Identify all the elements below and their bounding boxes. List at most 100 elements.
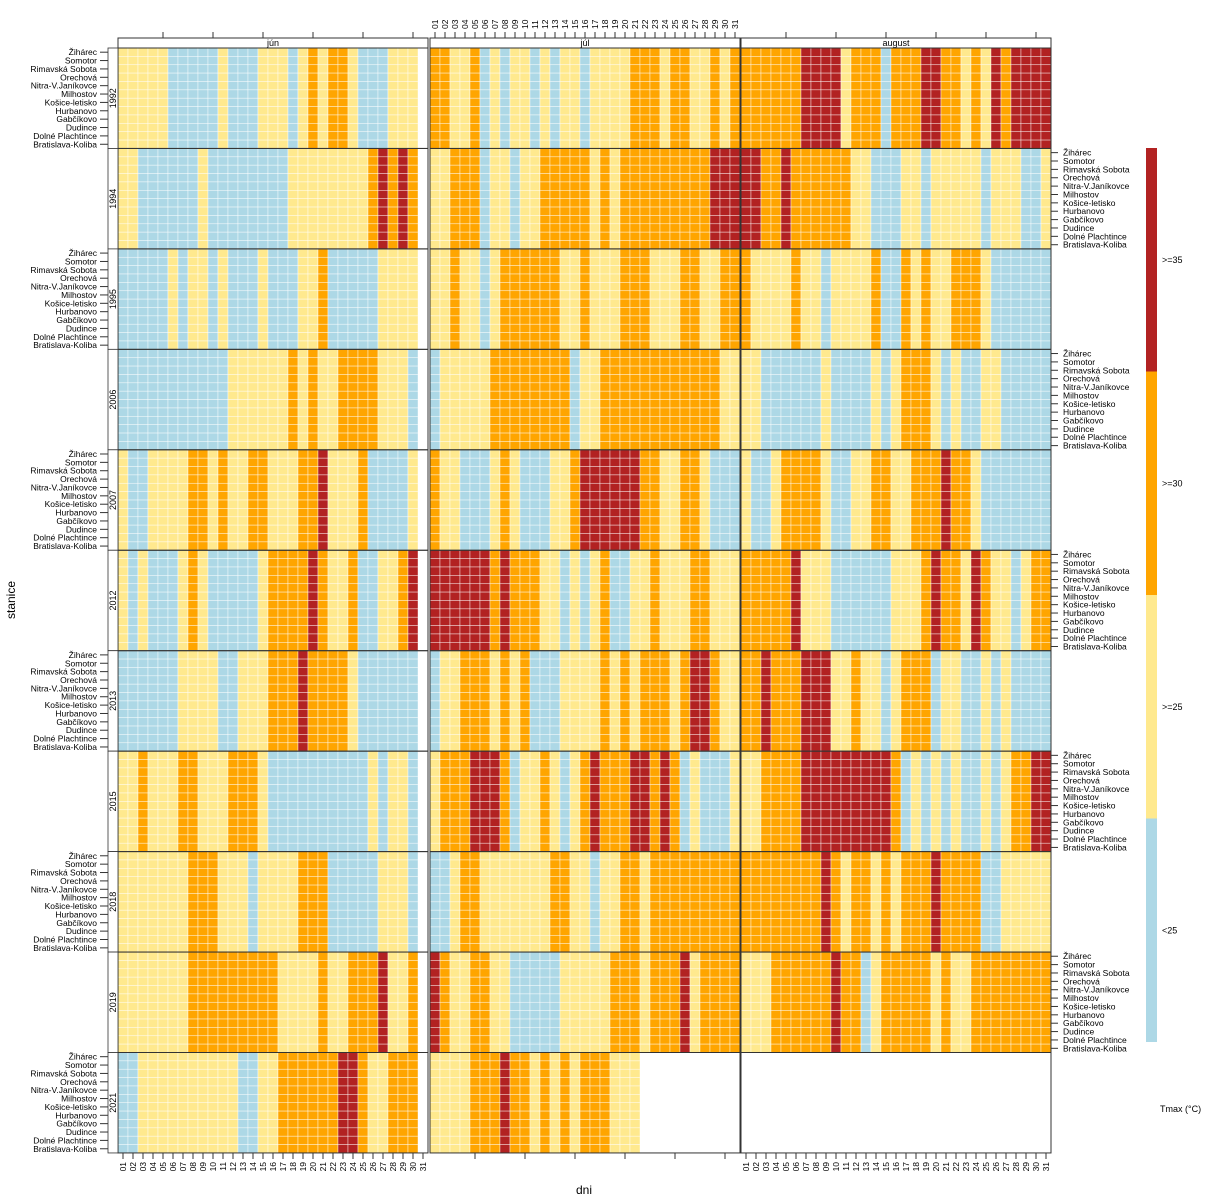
- heatmap-cell: [791, 391, 801, 399]
- heatmap-cell: [1041, 123, 1051, 131]
- heatmap-cell: [821, 241, 831, 249]
- heatmap-cell: [138, 542, 148, 550]
- heatmap-cell: [278, 534, 288, 542]
- heatmap-cell: [148, 458, 158, 466]
- heatmap-cell: [378, 140, 388, 148]
- heatmap-cell: [971, 98, 981, 106]
- heatmap-cell: [801, 215, 811, 223]
- heatmap-cell: [901, 90, 911, 98]
- heatmap-cell: [278, 542, 288, 550]
- heatmap-cell: [961, 174, 971, 182]
- heatmap-cell: [961, 416, 971, 424]
- heatmap-cell: [440, 274, 450, 282]
- heatmap-cell: [720, 358, 730, 366]
- heatmap-cell: [378, 333, 388, 341]
- heatmap-cell: [258, 475, 268, 483]
- heatmap-cell: [600, 65, 610, 73]
- heatmap-cell: [811, 132, 821, 140]
- heatmap-cell: [640, 241, 650, 249]
- heatmap-cell: [368, 450, 378, 458]
- heatmap-cell: [771, 366, 781, 374]
- heatmap-cell: [148, 199, 158, 207]
- heatmap-cell: [851, 257, 861, 265]
- heatmap-cell: [138, 266, 148, 274]
- heatmap-cell: [961, 249, 971, 257]
- heatmap-cell: [590, 408, 600, 416]
- heatmap-cell: [348, 241, 358, 249]
- heatmap-cell: [408, 81, 418, 89]
- heatmap-cell: [580, 266, 590, 274]
- heatmap-cell: [248, 224, 258, 232]
- heatmap-cell: [308, 475, 318, 483]
- heatmap-cell: [138, 81, 148, 89]
- heatmap-cell: [388, 299, 398, 307]
- heatmap-cell: [741, 358, 751, 366]
- heatmap-cell: [981, 107, 991, 115]
- heatmap-cell: [901, 433, 911, 441]
- heatmap-cell: [700, 48, 710, 56]
- heatmap-cell: [430, 308, 440, 316]
- heatmap-cell: [710, 391, 720, 399]
- heatmap-cell: [680, 174, 690, 182]
- heatmap-cell: [248, 90, 258, 98]
- heatmap-cell: [811, 224, 821, 232]
- heatmap-cell: [398, 500, 408, 508]
- heatmap-cell: [118, 241, 128, 249]
- heatmap-cell: [841, 115, 851, 123]
- heatmap-cell: [168, 232, 178, 240]
- heatmap-cell: [198, 174, 208, 182]
- heatmap-cell: [620, 425, 630, 433]
- heatmap-cell: [791, 333, 801, 341]
- heatmap-cell: [1021, 266, 1031, 274]
- heatmap-cell: [951, 190, 961, 198]
- heatmap-cell: [288, 132, 298, 140]
- heatmap-cell: [971, 215, 981, 223]
- heatmap-cell: [378, 508, 388, 516]
- heatmap-cell: [841, 107, 851, 115]
- heatmap-cell: [450, 383, 460, 391]
- heatmap-cell: [741, 115, 751, 123]
- heatmap-cell: [388, 291, 398, 299]
- heatmap-cell: [550, 115, 560, 123]
- heatmap-cell: [358, 266, 368, 274]
- heatmap-cell: [278, 224, 288, 232]
- heatmap-cell: [348, 232, 358, 240]
- heatmap-cell: [1021, 157, 1031, 165]
- heatmap-cell: [841, 249, 851, 257]
- heatmap-cell: [358, 140, 368, 148]
- heatmap-cell: [440, 132, 450, 140]
- heatmap-cell: [520, 199, 530, 207]
- heatmap-cell: [931, 433, 941, 441]
- heatmap-cell: [398, 148, 408, 156]
- heatmap-cell: [398, 383, 408, 391]
- heatmap-cell: [368, 416, 378, 424]
- heatmap-cell: [961, 132, 971, 140]
- heatmap-cell: [1011, 324, 1021, 332]
- heatmap-cell: [690, 282, 700, 290]
- heatmap-cell: [198, 165, 208, 173]
- heatmap-cell: [208, 500, 218, 508]
- heatmap-cell: [640, 349, 650, 357]
- heatmap-cell: [710, 299, 720, 307]
- heatmap-cell: [751, 148, 761, 156]
- heatmap-cell: [560, 458, 570, 466]
- heatmap-cell: [168, 542, 178, 550]
- heatmap-cell: [440, 148, 450, 156]
- heatmap-cell: [881, 282, 891, 290]
- heatmap-cell: [751, 441, 761, 449]
- heatmap-cell: [430, 500, 440, 508]
- heatmap-cell: [198, 190, 208, 198]
- heatmap-cell: [710, 416, 720, 424]
- heatmap-cell: [470, 274, 480, 282]
- heatmap-cell: [801, 341, 811, 349]
- heatmap-cell: [831, 107, 841, 115]
- heatmap-cell: [178, 90, 188, 98]
- heatmap-cell: [640, 98, 650, 106]
- heatmap-cell: [398, 123, 408, 131]
- heatmap-cell: [550, 182, 560, 190]
- heatmap-cell: [650, 400, 660, 408]
- heatmap-cell: [198, 241, 208, 249]
- heatmap-cell: [841, 324, 851, 332]
- heatmap-cell: [751, 165, 761, 173]
- heatmap-cell: [208, 174, 218, 182]
